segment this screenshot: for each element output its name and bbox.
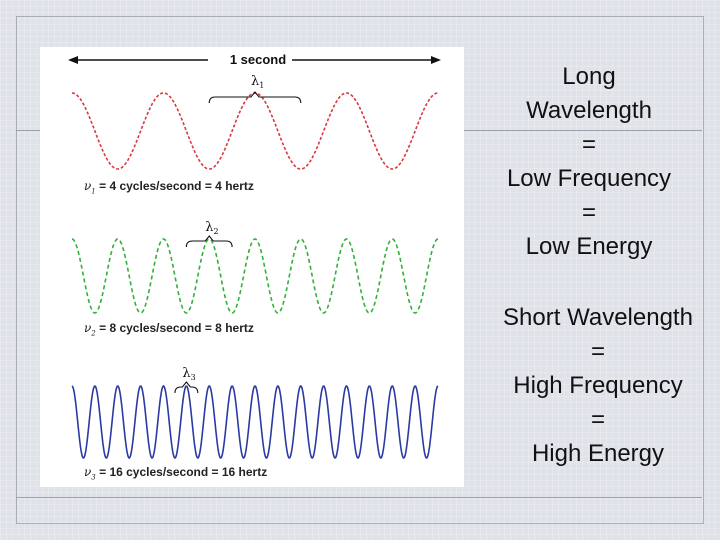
wave-4hz-curve [71,92,439,170]
long-line: Low Frequency [506,165,672,192]
short-line: High Frequency [513,372,683,399]
short-wavelength-text: Short Wavelength = High Frequency = High… [480,301,716,471]
short-line: High Energy [531,440,665,467]
caption-wave-3: ν3 = 16 cycles/second = 16 hertz [84,465,267,481]
caption-wave-1: ν1 = 4 cycles/second = 4 hertz [84,179,254,195]
wave-figure: 1 second λ1 λ2 λ3 ν1 = 4 cycles/second = 4… [40,47,464,487]
short-line: = [590,338,605,365]
caption-wave-2: ν2 = 8 cycles/second = 8 hertz [84,321,254,337]
caption-text: = 16 cycles/second = 16 hertz [99,465,268,479]
long-line: Low Energy [525,233,653,260]
long-wavelength-text: Long Wavelength = Low Frequency = Low En… [478,60,700,264]
short-line: = [590,406,605,433]
duration-arrow [68,56,441,64]
wavelength-bracket [185,235,233,248]
caption-text: = 8 cycles/second = 8 hertz [99,321,254,335]
long-line: Wavelength [526,97,652,124]
lambda-label: λ1 [251,74,264,90]
lambda-label: λ3 [182,366,195,382]
short-line: Short Wavelength [503,304,693,331]
waves-group: λ1 λ2 λ3 [71,74,439,459]
nu-symbol: ν3 [84,465,96,482]
wave-8hz-curve [71,238,439,314]
wave-diagram: 1 second λ1 λ2 λ3 [68,52,441,459]
long-line: = [581,199,596,226]
wavelength-bracket [174,381,199,394]
wave-16hz-curve [71,384,439,459]
divider-bottom [16,497,702,498]
lambda-label: λ2 [205,220,218,236]
long-line: Long [562,63,616,90]
duration-label: 1 second [230,52,286,67]
wavelength-bracket [208,91,302,104]
slide-frame [16,16,704,524]
caption-text: = 4 cycles/second = 4 hertz [99,179,254,193]
nu-symbol: ν2 [84,321,96,338]
long-line: = [581,131,596,158]
nu-symbol: ν1 [84,179,96,196]
